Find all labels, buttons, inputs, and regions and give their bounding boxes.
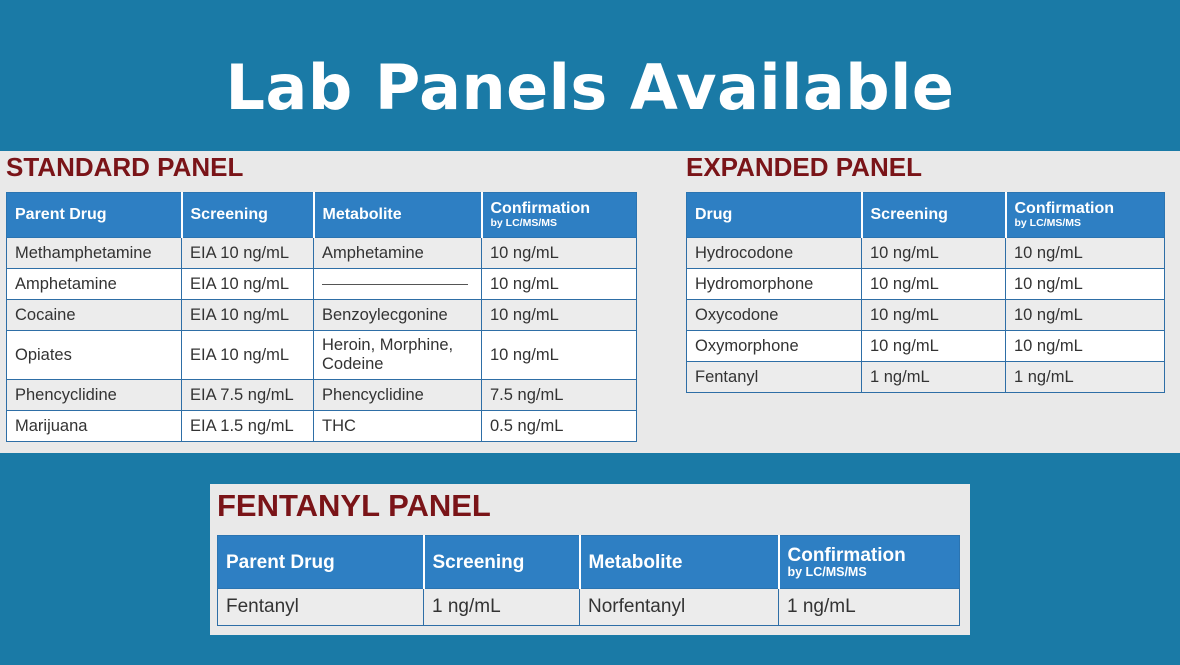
table-row: Cocaine EIA 10 ng/mL Benzoylecgonine 10 …	[6, 299, 637, 331]
confirmation-label: Confirmation	[1014, 200, 1115, 218]
page-title: Lab Panels Available	[225, 51, 955, 124]
confirmation-label: Confirmation	[787, 544, 906, 566]
confirmation-cell: 1 ng/mL	[1005, 361, 1165, 393]
column-header-parent-drug: Parent Drug	[217, 535, 425, 589]
table-row: Hydromorphone 10 ng/mL 10 ng/mL	[686, 268, 1165, 300]
confirmation-method: by LC/MS/MS	[787, 564, 867, 579]
column-header-drug: Drug	[686, 192, 863, 238]
drug-cell: Oxymorphone	[686, 330, 862, 362]
column-header-screening: Screening	[423, 535, 581, 589]
confirmation-cell: 7.5 ng/mL	[481, 379, 637, 411]
metabolite-cell: Amphetamine	[313, 237, 482, 269]
parent-drug-cell: Cocaine	[6, 299, 182, 331]
screening-cell: 10 ng/mL	[861, 330, 1006, 362]
confirmation-cell: 10 ng/mL	[1005, 330, 1165, 362]
standard-panel-title: STANDARD PANEL	[6, 152, 244, 182]
confirmation-cell: 10 ng/mL	[481, 237, 637, 269]
fentanyl-panel-table: Parent Drug Screening Metabolite Confirm…	[217, 535, 960, 626]
parent-drug-cell: Fentanyl	[217, 588, 424, 626]
column-header-confirmation: Confirmation by LC/MS/MS	[1005, 192, 1165, 238]
confirmation-cell: 10 ng/mL	[481, 268, 637, 300]
table-row: Oxymorphone 10 ng/mL 10 ng/mL	[686, 330, 1165, 362]
parent-drug-cell: Opiates	[6, 330, 182, 380]
screening-cell: EIA 10 ng/mL	[181, 299, 314, 331]
screening-cell: EIA 7.5 ng/mL	[181, 379, 314, 411]
table-row: Fentanyl 1 ng/mL 1 ng/mL	[686, 361, 1165, 393]
drug-cell: Hydromorphone	[686, 268, 862, 300]
screening-cell: EIA 10 ng/mL	[181, 330, 314, 380]
metabolite-cell: Benzoylecgonine	[313, 299, 482, 331]
metabolite-cell: Norfentanyl	[579, 588, 779, 626]
screening-cell: 10 ng/mL	[861, 268, 1006, 300]
confirmation-cell: 10 ng/mL	[1005, 237, 1165, 269]
screening-cell: EIA 1.5 ng/mL	[181, 410, 314, 442]
column-header-confirmation: Confirmation by LC/MS/MS	[778, 535, 960, 589]
drug-cell: Oxycodone	[686, 299, 862, 331]
expanded-panel-table: Drug Screening Confirmation by LC/MS/MS …	[686, 192, 1165, 393]
table-header-row: Drug Screening Confirmation by LC/MS/MS	[686, 192, 1165, 238]
table-row: Fentanyl 1 ng/mL Norfentanyl 1 ng/mL	[217, 588, 960, 626]
screening-cell: EIA 10 ng/mL	[181, 268, 314, 300]
confirmation-cell: 10 ng/mL	[481, 299, 637, 331]
table-row: Oxycodone 10 ng/mL 10 ng/mL	[686, 299, 1165, 331]
confirmation-method: by LC/MS/MS	[490, 217, 558, 230]
metabolite-cell: Heroin, Morphine, Codeine	[313, 330, 482, 380]
screening-cell: 1 ng/mL	[861, 361, 1006, 393]
column-header-metabolite: Metabolite	[313, 192, 483, 238]
drug-cell: Fentanyl	[686, 361, 862, 393]
column-header-confirmation: Confirmation by LC/MS/MS	[481, 192, 637, 238]
column-header-metabolite: Metabolite	[579, 535, 780, 589]
table-row: Phencyclidine EIA 7.5 ng/mL Phencyclidin…	[6, 379, 637, 411]
screening-cell: EIA 10 ng/mL	[181, 237, 314, 269]
screening-cell: 10 ng/mL	[861, 299, 1006, 331]
column-header-parent-drug: Parent Drug	[6, 192, 183, 238]
parent-drug-cell: Phencyclidine	[6, 379, 182, 411]
standard-panel-table: Parent Drug Screening Metabolite Confirm…	[6, 192, 637, 442]
confirmation-cell: 10 ng/mL	[1005, 299, 1165, 331]
confirmation-cell: 0.5 ng/mL	[481, 410, 637, 442]
screening-cell: 10 ng/mL	[861, 237, 1006, 269]
column-header-screening: Screening	[861, 192, 1007, 238]
metabolite-cell: THC	[313, 410, 482, 442]
confirmation-cell: 10 ng/mL	[481, 330, 637, 380]
table-header-row: Parent Drug Screening Metabolite Confirm…	[217, 535, 960, 589]
table-row: Opiates EIA 10 ng/mL Heroin, Morphine, C…	[6, 330, 637, 380]
expanded-panel-title: EXPANDED PANEL	[686, 152, 922, 182]
column-header-screening: Screening	[181, 192, 315, 238]
metabolite-cell: Phencyclidine	[313, 379, 482, 411]
parent-drug-cell: Amphetamine	[6, 268, 182, 300]
fentanyl-panel-title: FENTANYL PANEL	[217, 488, 491, 523]
drug-cell: Hydrocodone	[686, 237, 862, 269]
no-metabolite-dash	[322, 283, 468, 285]
confirmation-method: by LC/MS/MS	[1014, 217, 1082, 230]
metabolite-cell	[313, 268, 482, 300]
screening-cell: 1 ng/mL	[423, 588, 580, 626]
table-row: Methamphetamine EIA 10 ng/mL Amphetamine…	[6, 237, 637, 269]
confirmation-cell: 10 ng/mL	[1005, 268, 1165, 300]
table-header-row: Parent Drug Screening Metabolite Confirm…	[6, 192, 637, 238]
parent-drug-cell: Methamphetamine	[6, 237, 182, 269]
table-row: Amphetamine EIA 10 ng/mL 10 ng/mL	[6, 268, 637, 300]
parent-drug-cell: Marijuana	[6, 410, 182, 442]
confirmation-label: Confirmation	[490, 200, 591, 218]
table-row: Hydrocodone 10 ng/mL 10 ng/mL	[686, 237, 1165, 269]
confirmation-cell: 1 ng/mL	[778, 588, 960, 626]
table-row: Marijuana EIA 1.5 ng/mL THC 0.5 ng/mL	[6, 410, 637, 442]
